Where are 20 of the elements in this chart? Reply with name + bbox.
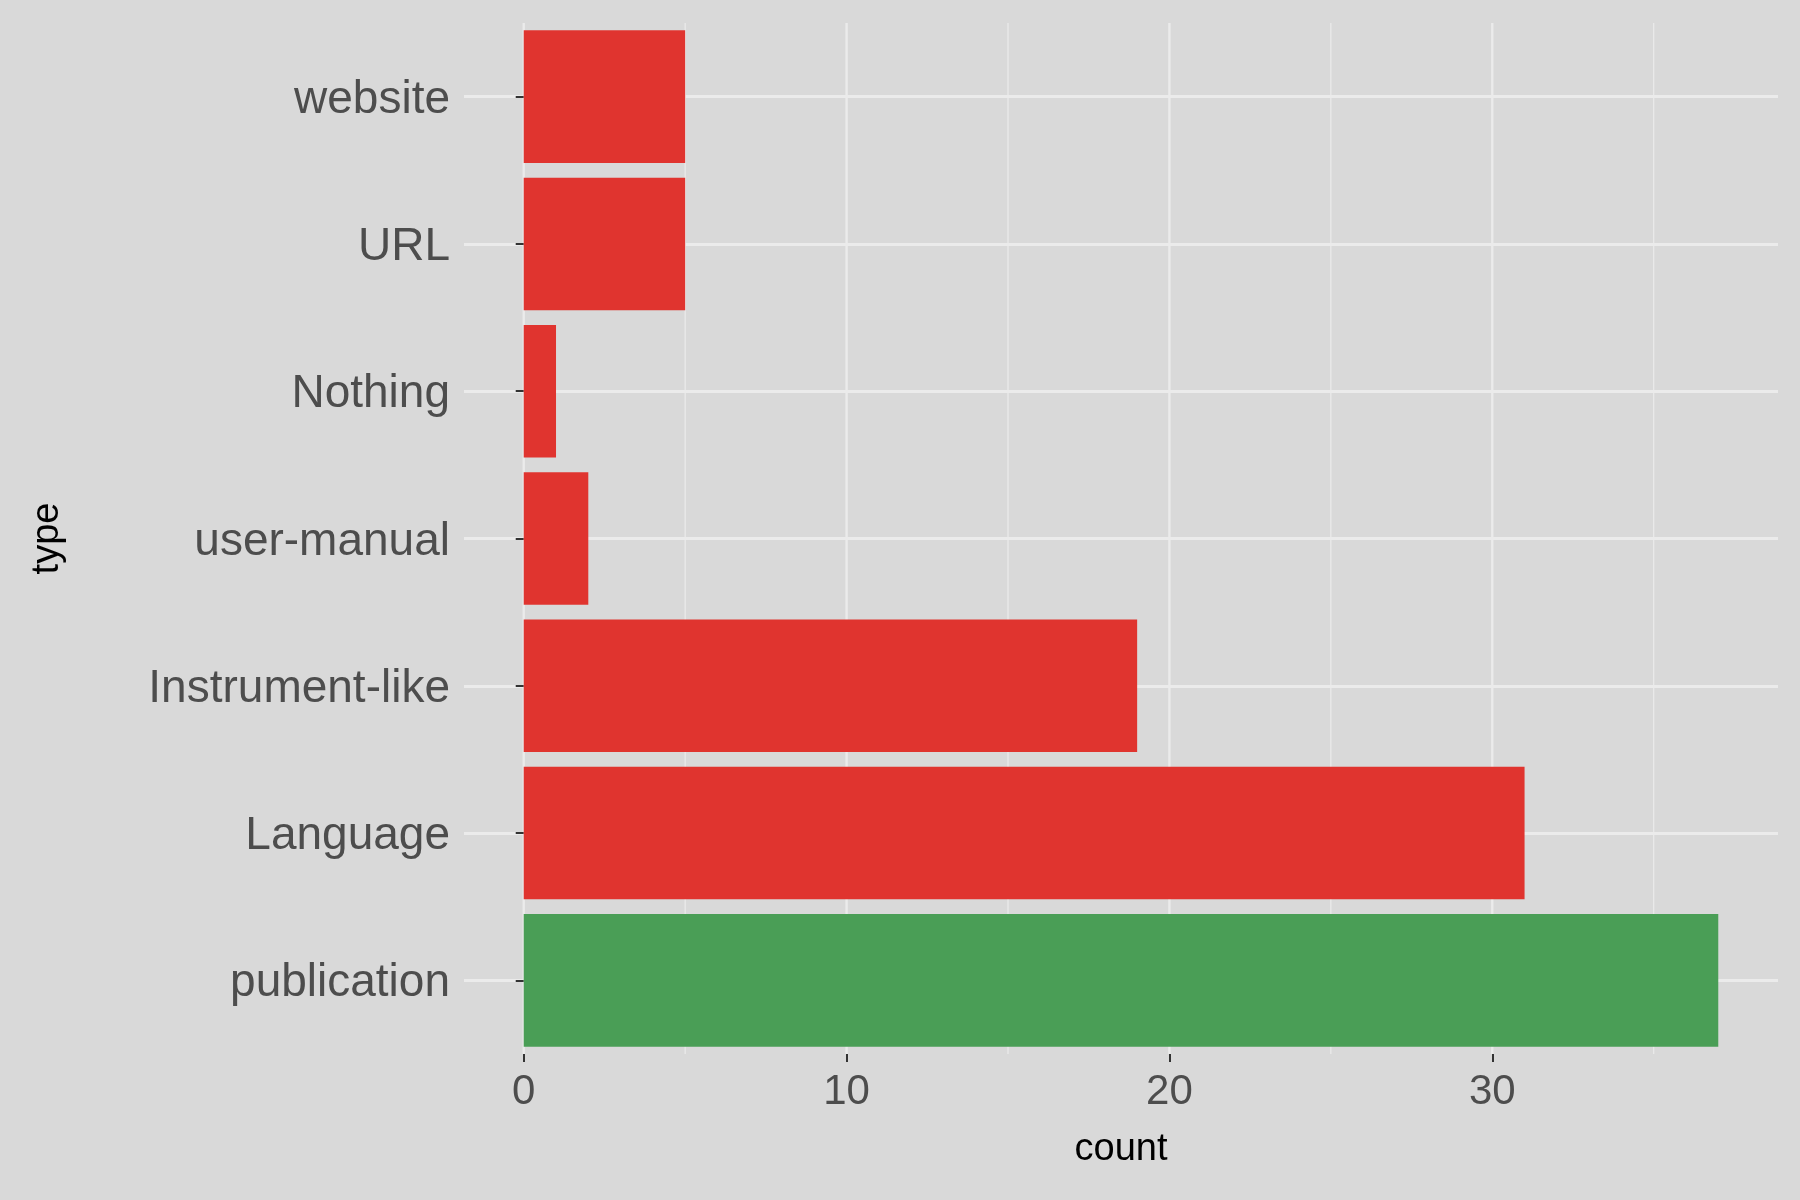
bar [523,472,589,605]
y-tick-label: publication [230,954,450,1007]
x-tick-label: 30 [1468,1065,1516,1113]
bar [523,914,1719,1047]
bar [523,324,557,458]
y-tick-label: user-manual [194,512,450,565]
x-tick-label: 0 [512,1065,536,1113]
bar [523,177,686,311]
bar [523,30,686,163]
y-tick-label: URL [357,217,450,270]
bar [523,766,1525,900]
y-tick-label: website [293,70,450,123]
bar [523,619,1138,753]
y-tick-label: Language [245,807,450,860]
y-tick-label: Nothing [291,365,450,418]
x-tick-label: 20 [1146,1065,1193,1113]
x-tick-label: 10 [823,1065,870,1113]
y-tick-label: Instrument-like [148,659,450,712]
x-axis-title: count [1074,1126,1168,1168]
y-axis-title: type [24,502,66,575]
